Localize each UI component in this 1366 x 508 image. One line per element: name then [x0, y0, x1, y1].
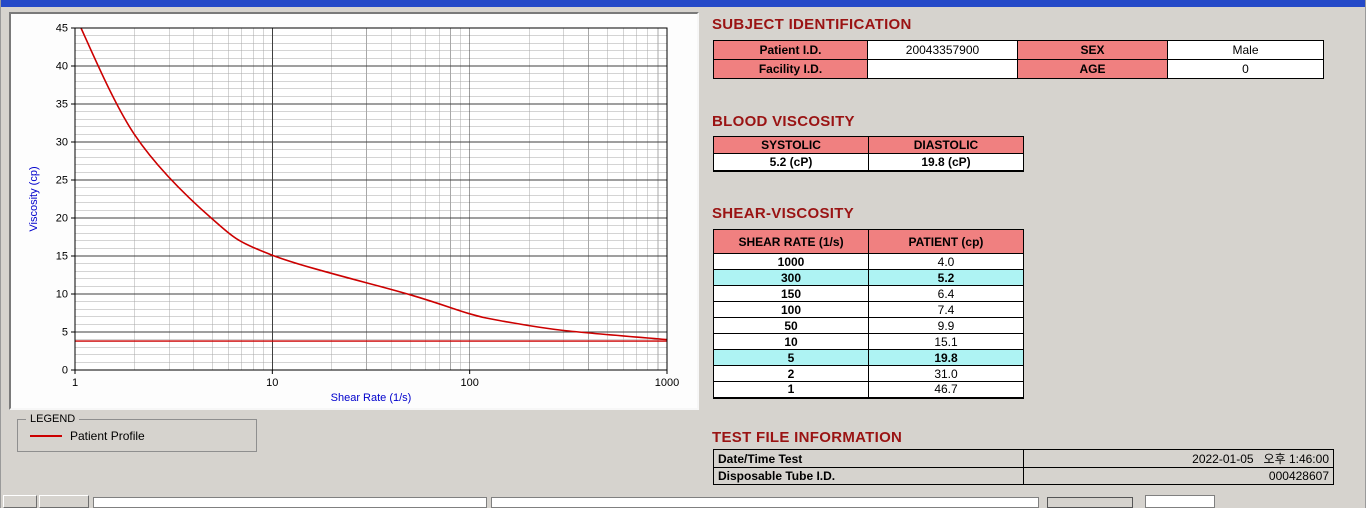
shear-rate-cell: 50 — [713, 317, 869, 334]
svg-text:Viscosity (cp): Viscosity (cp) — [28, 166, 40, 231]
table-row: 1 46.7 — [713, 381, 1024, 398]
disposable-tube-id-value: 000428607 — [1023, 467, 1334, 485]
shear-rate-cell: 150 — [713, 285, 869, 302]
patient-cp-cell: 46.7 — [868, 381, 1024, 398]
date-time-test-value: 2022-01-05 오후 1:46:00 — [1023, 449, 1334, 468]
patient-profile-line-swatch — [30, 434, 62, 437]
svg-text:45: 45 — [56, 23, 68, 35]
bottom-cutoff-box — [1047, 497, 1133, 508]
patient-id-label: Patient I.D. — [713, 40, 868, 60]
svg-text:15: 15 — [56, 251, 68, 263]
subject-identification-table: Patient I.D. 20043357900 SEX Male Facili… — [713, 40, 1324, 79]
patient-cp-cell: 9.9 — [868, 317, 1024, 334]
shear-viscosity-heading: SHEAR-VISCOSITY — [712, 205, 855, 222]
table-row: 1000 4.0 — [713, 253, 1024, 270]
test-file-information-heading: TEST FILE INFORMATION — [712, 429, 903, 446]
table-row: 5.2 (cP) 19.8 (cP) — [713, 153, 1024, 171]
patient-header: PATIENT (cp) — [868, 229, 1024, 254]
table-row: 300 5.2 — [713, 269, 1024, 286]
svg-text:1: 1 — [72, 377, 78, 389]
facility-id-label: Facility I.D. — [713, 59, 868, 79]
svg-text:20: 20 — [56, 213, 68, 225]
table-row: Disposable Tube I.D. 000428607 — [713, 467, 1334, 485]
shear-rate-cell: 1000 — [713, 253, 869, 270]
blood-viscosity-table: SYSTOLIC DIASTOLIC 5.2 (cP) 19.8 (cP) — [713, 136, 1024, 172]
legend-title: LEGEND — [26, 413, 80, 425]
table-row: Patient I.D. 20043357900 SEX Male — [713, 40, 1324, 60]
patient-cp-cell: 31.0 — [868, 365, 1024, 382]
bottom-cutoff-field-1 — [93, 497, 487, 508]
shear-rate-cell: 300 — [713, 269, 869, 286]
patient-cp-cell: 7.4 — [868, 301, 1024, 318]
diastolic-header: DIASTOLIC — [868, 136, 1024, 154]
shear-viscosity-table: SHEAR RATE (1/s) PATIENT (cp) 1000 4.0 3… — [713, 229, 1024, 399]
svg-text:0: 0 — [62, 365, 68, 377]
shear-rate-header: SHEAR RATE (1/s) — [713, 229, 869, 254]
table-row: 2 31.0 — [713, 365, 1024, 382]
table-header-row: SYSTOLIC DIASTOLIC — [713, 136, 1024, 154]
test-file-information-table: Date/Time Test 2022-01-05 오후 1:46:00 Dis… — [713, 449, 1334, 485]
svg-text:100: 100 — [461, 377, 479, 389]
age-value: 0 — [1167, 59, 1324, 79]
table-row: 100 7.4 — [713, 301, 1024, 318]
svg-text:10: 10 — [56, 289, 68, 301]
svg-text:35: 35 — [56, 99, 68, 111]
table-row: Date/Time Test 2022-01-05 오후 1:46:00 — [713, 449, 1334, 468]
chart-legend: LEGEND Patient Profile — [17, 413, 257, 452]
diastolic-value: 19.8 (cP) — [868, 153, 1024, 171]
window-titlebar[interactable] — [1, 0, 1365, 7]
legend-series-label: Patient Profile — [70, 428, 145, 443]
viscosity-chart: 0 5 10 15 20 25 30 35 40 45 1 10 100 1000 Shear Rate (… — [28, 23, 679, 405]
svg-text:10: 10 — [266, 377, 278, 389]
svg-text:1000: 1000 — [655, 377, 679, 389]
viscosity-chart-panel: 0 5 10 15 20 25 30 35 40 45 1 10 100 1000 Shear Rate (… — [9, 12, 699, 410]
bottom-cutoff-button-2[interactable] — [39, 495, 89, 508]
table-row: 5 19.8 — [713, 349, 1024, 366]
shear-rate-cell: 10 — [713, 333, 869, 350]
sex-value: Male — [1167, 40, 1324, 60]
svg-text:40: 40 — [56, 61, 68, 73]
sex-label: SEX — [1017, 40, 1168, 60]
shear-rate-cell: 100 — [713, 301, 869, 318]
svg-text:Shear Rate (1/s): Shear Rate (1/s) — [331, 392, 412, 404]
date-time-test-label: Date/Time Test — [713, 449, 1024, 468]
patient-cp-cell: 15.1 — [868, 333, 1024, 350]
shear-rate-cell: 5 — [713, 349, 869, 366]
blood-viscosity-heading: BLOOD VISCOSITY — [712, 113, 855, 130]
table-row: Facility I.D. AGE 0 — [713, 59, 1324, 79]
patient-cp-cell: 5.2 — [868, 269, 1024, 286]
subject-identification-heading: SUBJECT IDENTIFICATION — [712, 16, 912, 33]
disposable-tube-id-label: Disposable Tube I.D. — [713, 467, 1024, 485]
patient-id-value: 20043357900 — [867, 40, 1018, 60]
patient-cp-cell: 19.8 — [868, 349, 1024, 366]
bottom-cutoff-field-2 — [491, 497, 1039, 508]
facility-id-value — [867, 59, 1018, 79]
age-label: AGE — [1017, 59, 1168, 79]
bottom-cutoff-field-3 — [1145, 495, 1215, 508]
table-row: 50 9.9 — [713, 317, 1024, 334]
shear-rate-cell: 1 — [713, 381, 869, 398]
bottom-cutoff-button-1[interactable] — [3, 495, 37, 508]
systolic-header: SYSTOLIC — [713, 136, 869, 154]
svg-text:5: 5 — [62, 327, 68, 339]
patient-cp-cell: 6.4 — [868, 285, 1024, 302]
svg-text:25: 25 — [56, 175, 68, 187]
systolic-value: 5.2 (cP) — [713, 153, 869, 171]
table-row: 10 15.1 — [713, 333, 1024, 350]
table-row: 150 6.4 — [713, 285, 1024, 302]
table-header-row: SHEAR RATE (1/s) PATIENT (cp) — [713, 229, 1024, 254]
svg-text:30: 30 — [56, 137, 68, 149]
shear-rate-cell: 2 — [713, 365, 869, 382]
patient-cp-cell: 4.0 — [868, 253, 1024, 270]
